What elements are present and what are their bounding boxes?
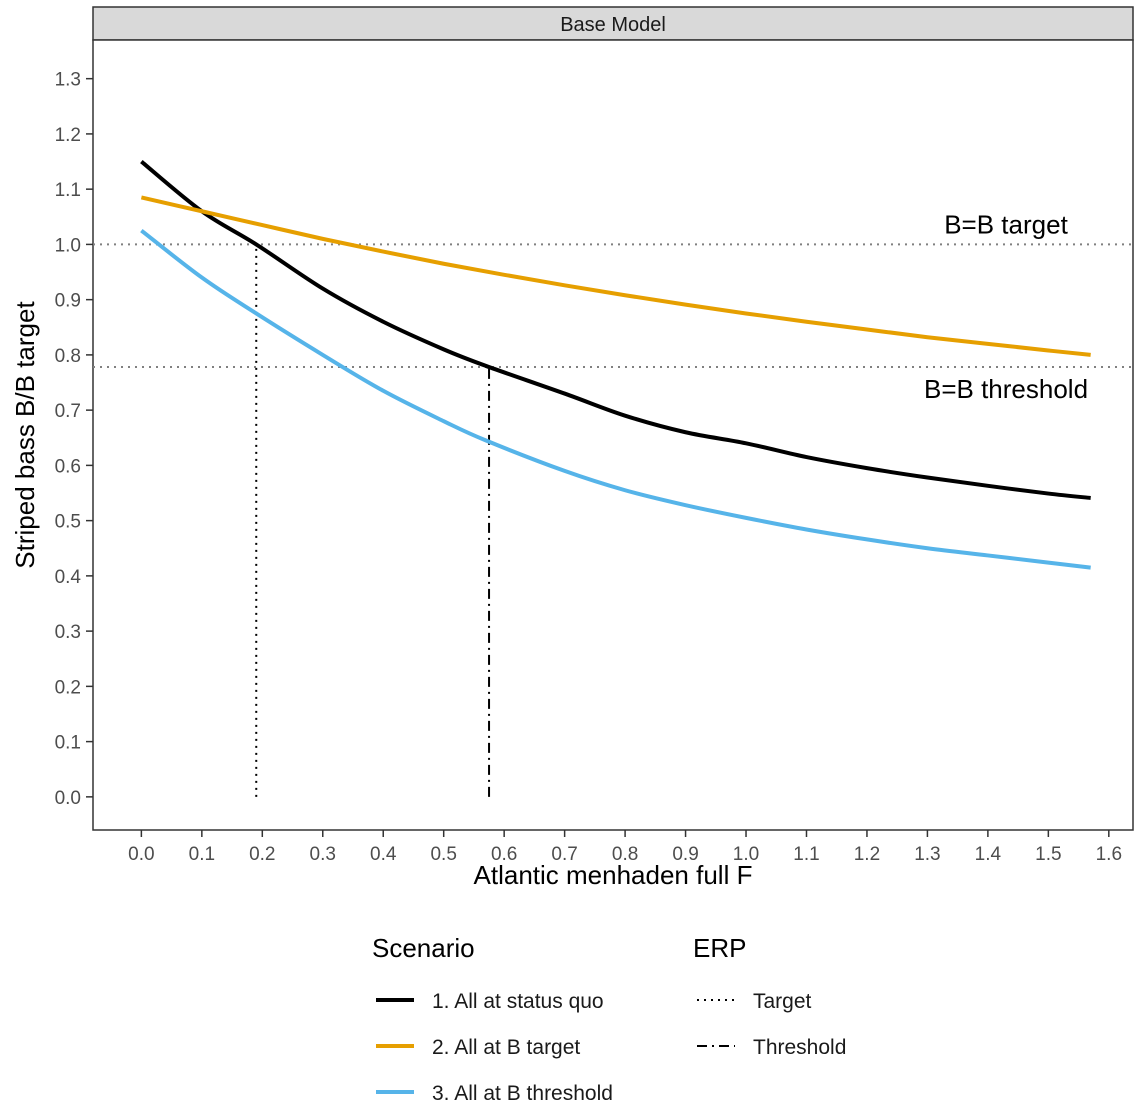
- x-tick-label: 1.6: [1096, 844, 1122, 865]
- x-tick-label: 0.1: [189, 844, 215, 865]
- series-lines: [140, 159, 1091, 570]
- y-tick-label: 0.6: [55, 456, 81, 477]
- legend-scenario-title: Scenario: [372, 933, 475, 963]
- y-tick-label: 0.2: [55, 677, 81, 698]
- x-tick-label: 0.9: [672, 844, 698, 865]
- series-line-2: [140, 195, 1091, 357]
- erp-lines: [255, 244, 491, 797]
- facet-title: Base Model: [560, 14, 666, 36]
- x-tick-label: 0.0: [128, 844, 154, 865]
- legend: Scenario ERP 1. All at status quo 2. All …: [372, 933, 846, 1105]
- reference-label: B=B threshold: [924, 374, 1088, 404]
- x-tick-label: 1.1: [793, 844, 819, 865]
- x-tick-label: 1.5: [1035, 844, 1061, 865]
- y-tick-label: 0.8: [55, 346, 81, 367]
- y-axis-title: Striped bass B/B target: [10, 301, 40, 569]
- x-axis-title: Atlantic menhaden full F: [474, 860, 753, 890]
- series-line-1: [140, 159, 1091, 500]
- y-tick-label: 0.7: [55, 401, 81, 422]
- facet-strip: [92, 6, 1134, 41]
- x-tick-label: 1.4: [975, 844, 1002, 865]
- legend-label-2: 2. All at B target: [432, 1036, 580, 1059]
- x-tick-label: 1.3: [914, 844, 940, 865]
- y-tick-label: 0.5: [55, 512, 81, 533]
- x-tick-label: 0.8: [612, 844, 638, 865]
- y-tick-label: 1.3: [55, 70, 81, 91]
- legend-erp-title: ERP: [693, 933, 746, 963]
- axes: 0.0 0.1 0.2 0.3 0.4 0.5 0.6 0.7 0.8 0.9 1.0 1.1 1.2 1…: [55, 70, 1122, 865]
- reference-lines: B=B target B=B threshold: [93, 209, 1133, 404]
- x-tick-label: 1.0: [733, 844, 759, 865]
- reference-label: B=B target: [944, 209, 1068, 239]
- y-tick-label: 0.9: [55, 291, 81, 312]
- y-tick-label: 1.0: [55, 235, 81, 256]
- legend-label-1: 1. All at status quo: [432, 990, 604, 1013]
- x-tick-label: 0.7: [551, 844, 577, 865]
- x-tick-label: 0.2: [249, 844, 275, 865]
- y-tick-label: 0.1: [55, 733, 81, 754]
- y-tick-label: 0.3: [55, 622, 81, 643]
- x-tick-label: 0.6: [491, 844, 517, 865]
- x-tick-label: 0.5: [430, 844, 456, 865]
- series-line-3: [140, 229, 1091, 570]
- legend-label-3: 3. All at B threshold: [432, 1082, 613, 1105]
- plot-panel: [92, 39, 1134, 831]
- y-tick-label: 0.4: [55, 567, 82, 588]
- x-tick-label: 0.4: [370, 844, 397, 865]
- y-tick-label: 1.2: [55, 125, 81, 146]
- x-tick-label: 0.3: [310, 844, 336, 865]
- x-tick-label: 1.2: [854, 844, 880, 865]
- y-tick-label: 1.1: [55, 180, 81, 201]
- legend-erp-label-2: Threshold: [753, 1036, 846, 1059]
- legend-erp-label-1: Target: [753, 990, 812, 1013]
- y-tick-label: 0.0: [55, 788, 81, 809]
